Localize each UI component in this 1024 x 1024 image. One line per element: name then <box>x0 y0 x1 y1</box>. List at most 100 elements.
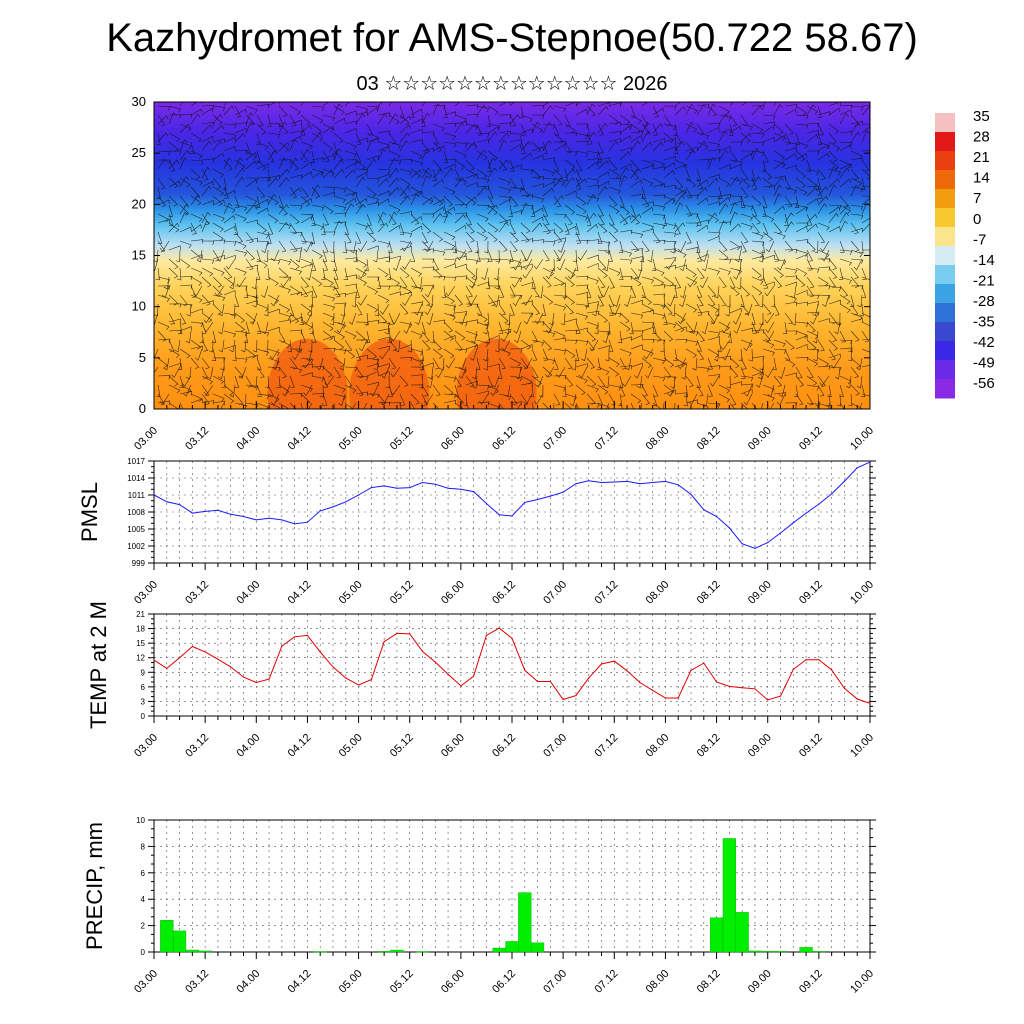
wind-barb <box>762 231 774 242</box>
wind-barb <box>491 375 500 388</box>
wind-barb <box>542 213 550 226</box>
wind-barb <box>619 102 623 107</box>
wind-barb <box>817 105 822 118</box>
wind-barb <box>754 321 764 334</box>
wind-barb <box>366 319 380 325</box>
wind-barb <box>586 103 596 116</box>
wind-barb <box>186 303 192 317</box>
wind-barb <box>553 195 562 208</box>
wind-barb <box>729 164 742 170</box>
wind-barb <box>454 366 467 374</box>
wind-barb <box>454 384 459 397</box>
wind-barb <box>176 267 182 281</box>
wind-barb <box>773 222 783 234</box>
wind-barb <box>344 203 355 215</box>
wind-barb <box>206 366 214 380</box>
wind-barb <box>300 124 312 134</box>
wind-barb <box>435 366 445 379</box>
wind-barb <box>267 402 280 409</box>
wind-barb <box>487 150 499 161</box>
wind-barb <box>392 258 401 271</box>
wind-barb <box>725 303 731 317</box>
wind-barb <box>278 121 288 134</box>
y-tick-label: 30 <box>132 94 146 109</box>
wind-barb <box>278 366 287 379</box>
wind-barb <box>193 285 203 297</box>
wind-barb <box>333 186 347 193</box>
colorbar-label: 14 <box>973 170 990 187</box>
wind-barb <box>311 249 323 259</box>
wind-barb <box>557 240 566 253</box>
wind-barb <box>586 177 600 184</box>
precip-bar <box>390 949 404 953</box>
colorbar-swatch <box>935 208 955 228</box>
wind-barb <box>410 301 424 306</box>
wind-barb <box>751 240 765 246</box>
wind-barb <box>743 339 753 352</box>
wind-barb <box>157 321 170 331</box>
wind-barb <box>394 339 401 353</box>
wind-barb <box>575 402 580 409</box>
wind-barb <box>487 285 501 290</box>
wind-barb <box>762 393 775 402</box>
wind-barb <box>575 222 580 235</box>
data-point <box>230 666 232 668</box>
wind-barb <box>733 321 742 334</box>
x-tick-label: 05.12 <box>388 579 416 607</box>
wind-barb <box>278 339 291 349</box>
wind-barb <box>784 213 789 226</box>
wind-barb <box>597 276 606 289</box>
wind-barb <box>355 276 368 286</box>
wind-barb <box>355 132 362 145</box>
wind-barb <box>443 167 454 179</box>
wind-barb <box>322 366 333 378</box>
wind-barb <box>701 249 709 262</box>
wind-barb <box>542 102 555 107</box>
wind-barb <box>509 303 515 316</box>
wind-barb <box>729 177 742 185</box>
wind-barb <box>553 337 567 342</box>
wind-barb <box>278 141 290 152</box>
wind-barb <box>718 220 727 233</box>
wind-barb <box>256 186 266 198</box>
wind-barb <box>261 285 269 298</box>
x-tick-label: 10.00 <box>848 732 876 760</box>
wind-barb <box>432 103 441 116</box>
wind-barb <box>509 366 523 372</box>
wind-barb <box>377 211 387 224</box>
wind-barb <box>441 285 446 299</box>
y-tick-label: 0 <box>141 948 146 957</box>
wind-barb <box>321 267 326 281</box>
wind-barb <box>174 339 181 353</box>
wind-barb <box>399 321 413 329</box>
wind-barb <box>223 254 236 260</box>
wind-barb <box>696 267 705 280</box>
data-point <box>728 527 730 529</box>
wind-barb <box>663 146 676 152</box>
data-point <box>703 662 705 664</box>
wind-barb <box>311 285 318 298</box>
wind-barb <box>696 213 702 226</box>
data-point <box>230 513 232 515</box>
x-tick-label: 09.00 <box>746 425 774 453</box>
wind-barb <box>278 168 290 179</box>
wind-barb <box>729 366 739 378</box>
wind-barb <box>762 339 775 349</box>
wind-barb <box>592 303 599 317</box>
wind-barb <box>256 393 270 400</box>
wind-barb <box>575 384 586 396</box>
wind-barb <box>817 141 830 150</box>
wind-barb <box>795 253 808 260</box>
x-tick-label: 08.12 <box>695 425 723 453</box>
wind-barb <box>289 258 300 269</box>
wind-barb <box>575 108 588 116</box>
wind-barb <box>514 330 522 343</box>
wind-barb <box>740 388 753 395</box>
wind-barb <box>465 285 473 298</box>
wind-barb <box>762 150 769 163</box>
wind-barb <box>729 223 741 233</box>
wind-barb <box>267 150 275 163</box>
wind-barb <box>674 276 682 289</box>
wind-barb <box>605 348 610 362</box>
wind-barb <box>850 168 859 181</box>
